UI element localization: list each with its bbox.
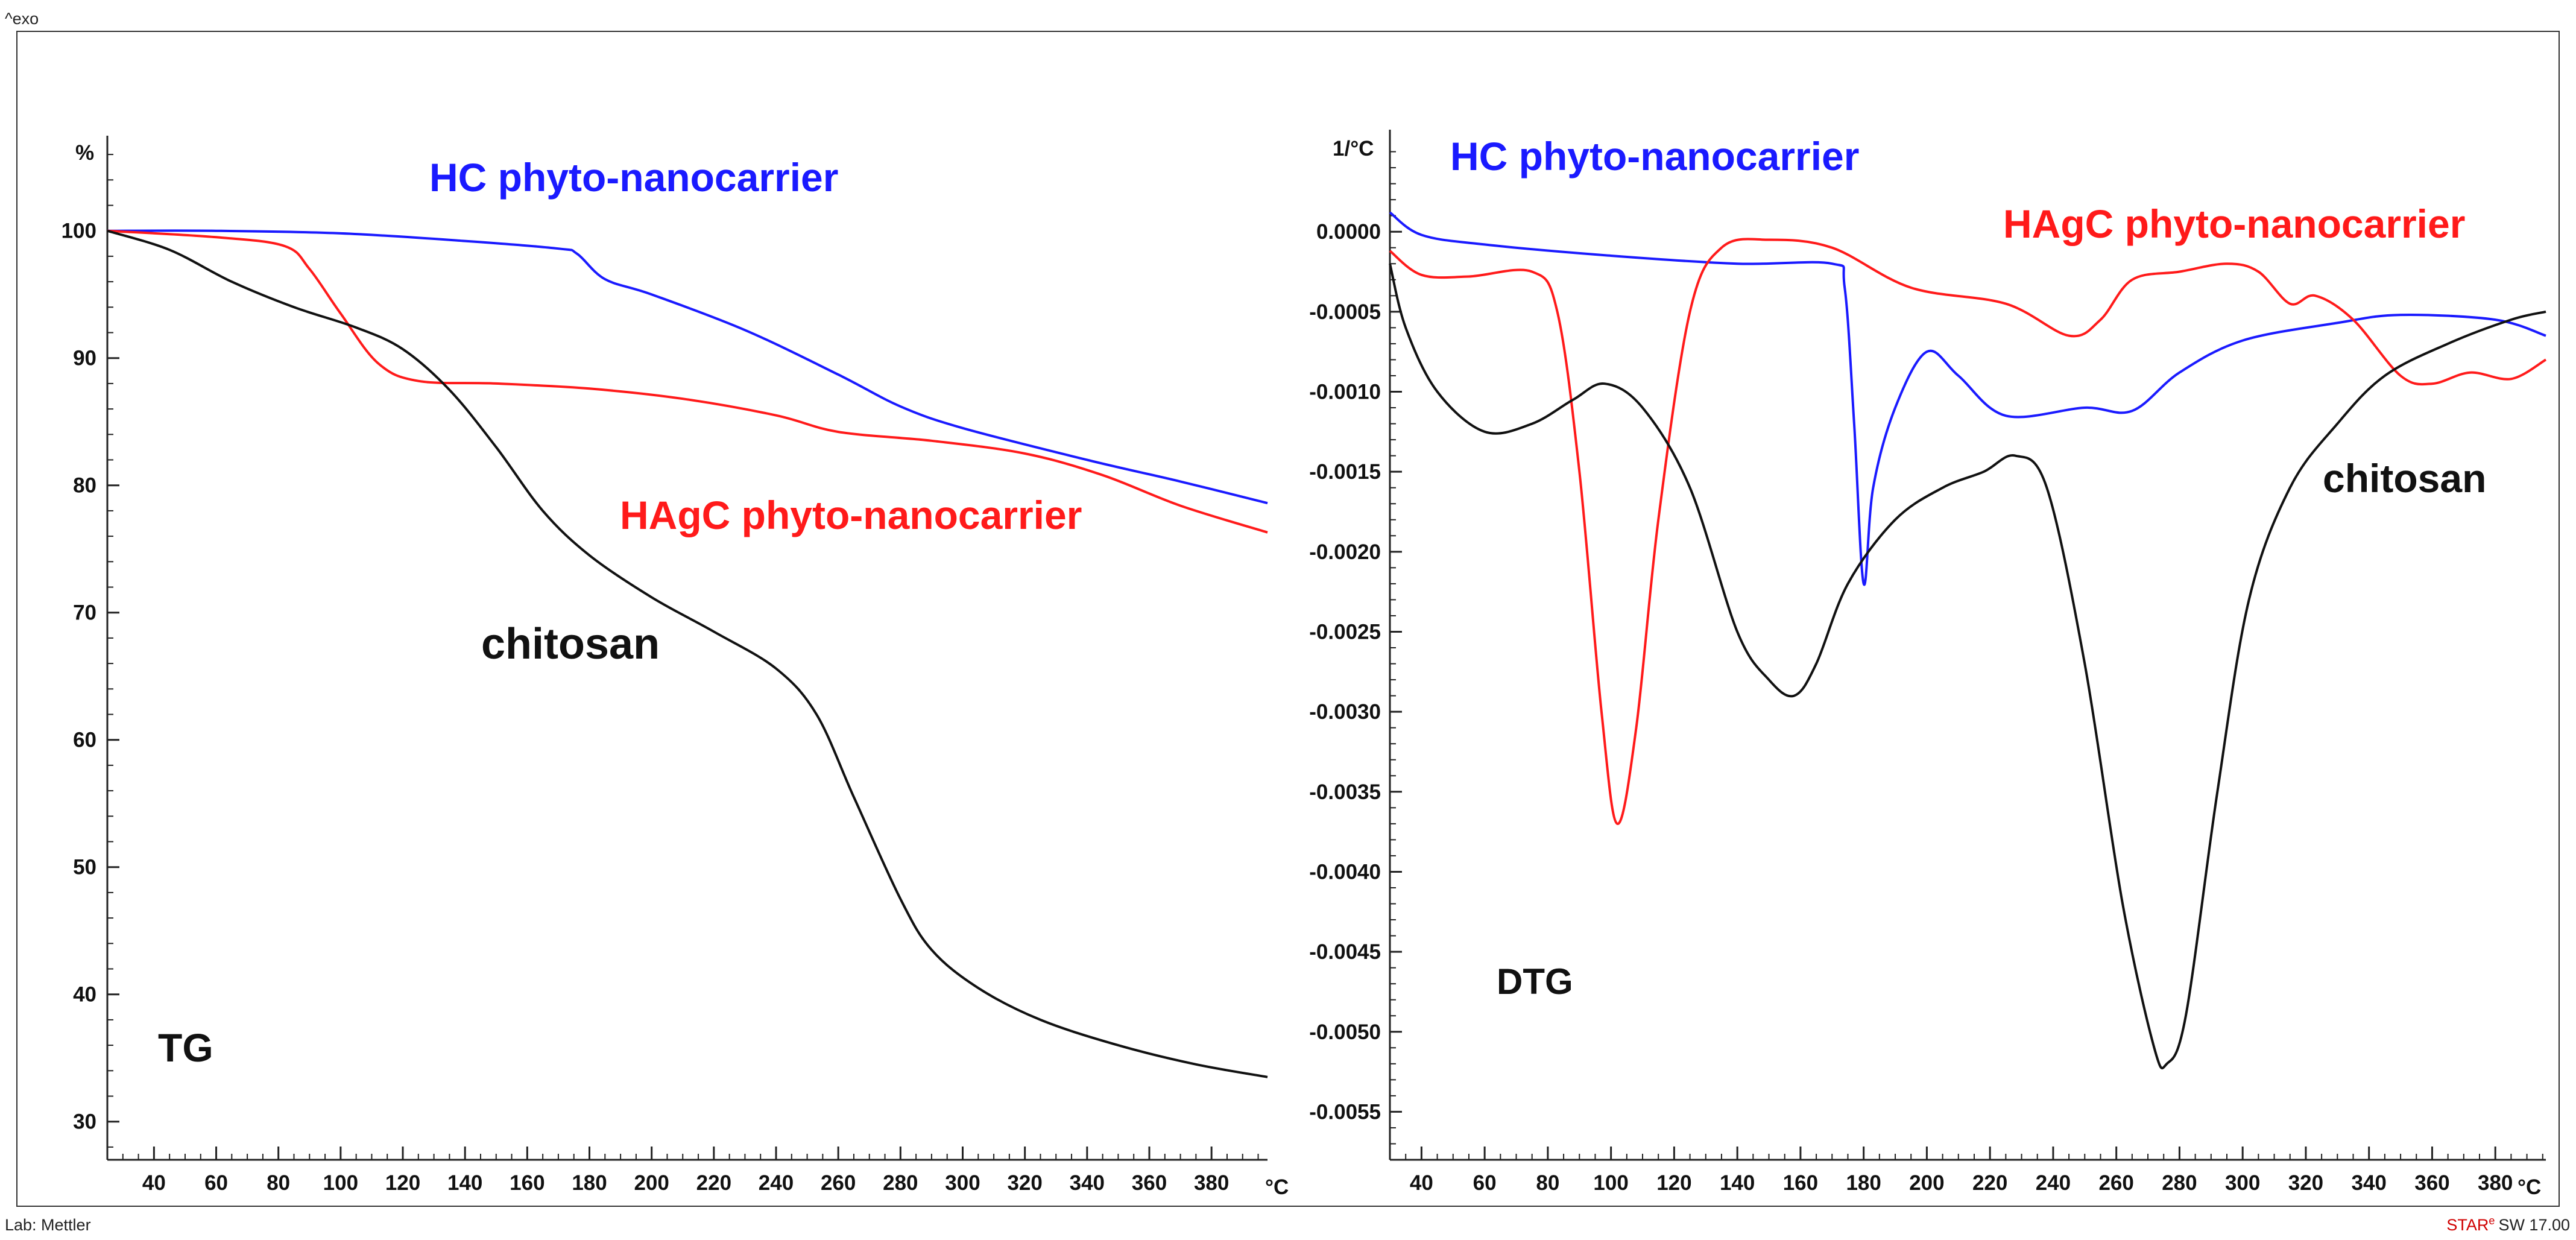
dtg-hc-label: HC phyto-nanocarrier bbox=[1450, 134, 1859, 179]
dtg-x-tick-label: 300 bbox=[2225, 1171, 2260, 1195]
tg-x-tick-label: 80 bbox=[267, 1171, 290, 1195]
tg-chitosan-label: chitosan bbox=[481, 620, 660, 668]
dtg-x-tick-label: 360 bbox=[2414, 1171, 2449, 1195]
dtg-x-tick-label: 380 bbox=[2478, 1171, 2513, 1195]
dtg-x-tick-label: 320 bbox=[2288, 1171, 2323, 1195]
dtg-x-tick-label: 120 bbox=[1656, 1171, 1691, 1195]
dtg-x-tick-label: 80 bbox=[1536, 1171, 1559, 1195]
tg-x-tick-label: 100 bbox=[323, 1171, 358, 1195]
dtg-line-hagc-phyto-nanocarrier bbox=[1389, 238, 2547, 825]
tg-line-hc-phyto-nanocarrier bbox=[107, 229, 1268, 505]
dtg-hagc-label: HAgC phyto-nanocarrier bbox=[2003, 201, 2465, 246]
dtg-y-unit: 1/°C bbox=[1333, 137, 1374, 160]
dtg-x-tick-label: 340 bbox=[2351, 1171, 2386, 1195]
tg-x-tick-label: 340 bbox=[1070, 1171, 1105, 1195]
tg-x-tick-label: 320 bbox=[1007, 1171, 1042, 1195]
software-brand: STAR bbox=[2446, 1216, 2489, 1234]
tg-x-tick-label: 120 bbox=[385, 1171, 420, 1195]
tg-x-tick-label: 380 bbox=[1194, 1171, 1229, 1195]
dtg-x-tick-label: 280 bbox=[2162, 1171, 2197, 1195]
tg-x-tick-label: 160 bbox=[510, 1171, 545, 1195]
tg-x-tick-label: 280 bbox=[883, 1171, 918, 1195]
dtg-y-tick-label: -0.0020 bbox=[1309, 540, 1381, 564]
tg-y-tick-label: 100 bbox=[62, 220, 96, 243]
tg-lines bbox=[107, 229, 1268, 1078]
tg-y-tick-label: 70 bbox=[73, 601, 96, 625]
exo-label: ^exo bbox=[5, 10, 39, 28]
tg-axes bbox=[106, 136, 1267, 1161]
tg-x-tick-label: 40 bbox=[142, 1171, 166, 1195]
tg-panel-label: TG bbox=[158, 1025, 213, 1070]
dtg-chitosan-label: chitosan bbox=[2323, 456, 2486, 501]
tg-x-tick-label: 360 bbox=[1132, 1171, 1167, 1195]
outer-frame bbox=[16, 31, 2560, 1207]
tg-y-tick-label: 90 bbox=[73, 347, 96, 370]
dtg-x-tick-label: 40 bbox=[1410, 1171, 1433, 1195]
tg-line-hagc-phyto-nanocarrier bbox=[107, 229, 1268, 534]
tg-x-tick-label: 300 bbox=[945, 1171, 980, 1195]
dtg-panel-label: DTG bbox=[1497, 961, 1573, 1002]
dtg-x-tick-label: 220 bbox=[1972, 1171, 2007, 1195]
software-reg: e bbox=[2489, 1215, 2495, 1227]
dtg-line-chitosan bbox=[1389, 263, 2546, 1069]
dtg-line-hc-phyto-nanocarrier bbox=[1389, 211, 2546, 586]
tg-ticks: 30 40 50 60 70 80 90 100 40 60 80 100 120 140 160 180 20… bbox=[62, 154, 1259, 1195]
tg-line-chitosan bbox=[107, 229, 1268, 1078]
tg-hc-label: HC phyto-nanocarrier bbox=[429, 155, 838, 200]
tg-x-tick-label: 140 bbox=[447, 1171, 482, 1195]
dtg-y-tick-label: 0.0000 bbox=[1316, 220, 1381, 244]
tg-hagc-label: HAgC phyto-nanocarrier bbox=[620, 493, 1082, 537]
tg-x-tick-label: 260 bbox=[821, 1171, 856, 1195]
tg-x-tick-label: 200 bbox=[634, 1171, 669, 1195]
dtg-y-tick-label: -0.0050 bbox=[1309, 1020, 1381, 1044]
lab-label: Lab: Mettler bbox=[5, 1216, 91, 1234]
tg-x-tick-label: 180 bbox=[572, 1171, 607, 1195]
dtg-x-tick-label: 180 bbox=[1846, 1171, 1881, 1195]
dtg-lines bbox=[1389, 211, 2547, 1069]
dtg-x-tick-label: 200 bbox=[1909, 1171, 1944, 1195]
dtg-y-tick-label: -0.0010 bbox=[1309, 381, 1381, 404]
tg-x-tick-label: 240 bbox=[759, 1171, 794, 1195]
dtg-panel: 0.0000 -0.0005 -0.0010 -0.0015 -0.0020 -0.002… bbox=[1309, 130, 2547, 1199]
tg-y-tick-label: 80 bbox=[73, 474, 96, 498]
dtg-y-tick-label: -0.0005 bbox=[1309, 300, 1381, 324]
dtg-y-tick-label: -0.0030 bbox=[1309, 700, 1381, 724]
dtg-y-tick-label: -0.0015 bbox=[1309, 460, 1381, 484]
tg-y-unit: % bbox=[75, 141, 94, 165]
software-version-number: SW 17.00 bbox=[2498, 1216, 2570, 1234]
tg-x-tick-label: 220 bbox=[696, 1171, 731, 1195]
dtg-y-tick-label: -0.0055 bbox=[1309, 1100, 1381, 1124]
dtg-y-tick-label: -0.0025 bbox=[1309, 620, 1381, 644]
tg-x-tick-label: 60 bbox=[204, 1171, 228, 1195]
tg-x-unit: °C bbox=[1265, 1175, 1289, 1199]
dtg-x-tick-label: 160 bbox=[1783, 1171, 1818, 1195]
tg-y-tick-label: 60 bbox=[73, 729, 96, 752]
tg-y-tick-label: 30 bbox=[73, 1110, 96, 1134]
tg-y-tick-label: 50 bbox=[73, 856, 96, 879]
dtg-y-tick-label: -0.0035 bbox=[1309, 780, 1381, 804]
dtg-x-tick-label: 260 bbox=[2098, 1171, 2133, 1195]
dtg-axes bbox=[1389, 130, 2546, 1161]
dtg-x-tick-label: 240 bbox=[2036, 1171, 2071, 1195]
dtg-x-unit: °C bbox=[2518, 1175, 2541, 1199]
dtg-y-tick-label: -0.0045 bbox=[1309, 940, 1381, 964]
software-version: STARe SW 17.00 bbox=[2446, 1215, 2570, 1234]
dtg-ticks: 0.0000 -0.0005 -0.0010 -0.0015 -0.0020 -0.002… bbox=[1309, 151, 2543, 1195]
tg-y-tick-label: 40 bbox=[73, 983, 96, 1007]
dtg-x-tick-label: 60 bbox=[1473, 1171, 1497, 1195]
dtg-x-tick-label: 100 bbox=[1593, 1171, 1628, 1195]
tg-panel: 30 40 50 60 70 80 90 100 40 60 80 100 120 140 160 180 20… bbox=[62, 136, 1289, 1199]
dtg-y-tick-label: -0.0040 bbox=[1309, 860, 1381, 884]
dtg-x-tick-label: 140 bbox=[1720, 1171, 1755, 1195]
